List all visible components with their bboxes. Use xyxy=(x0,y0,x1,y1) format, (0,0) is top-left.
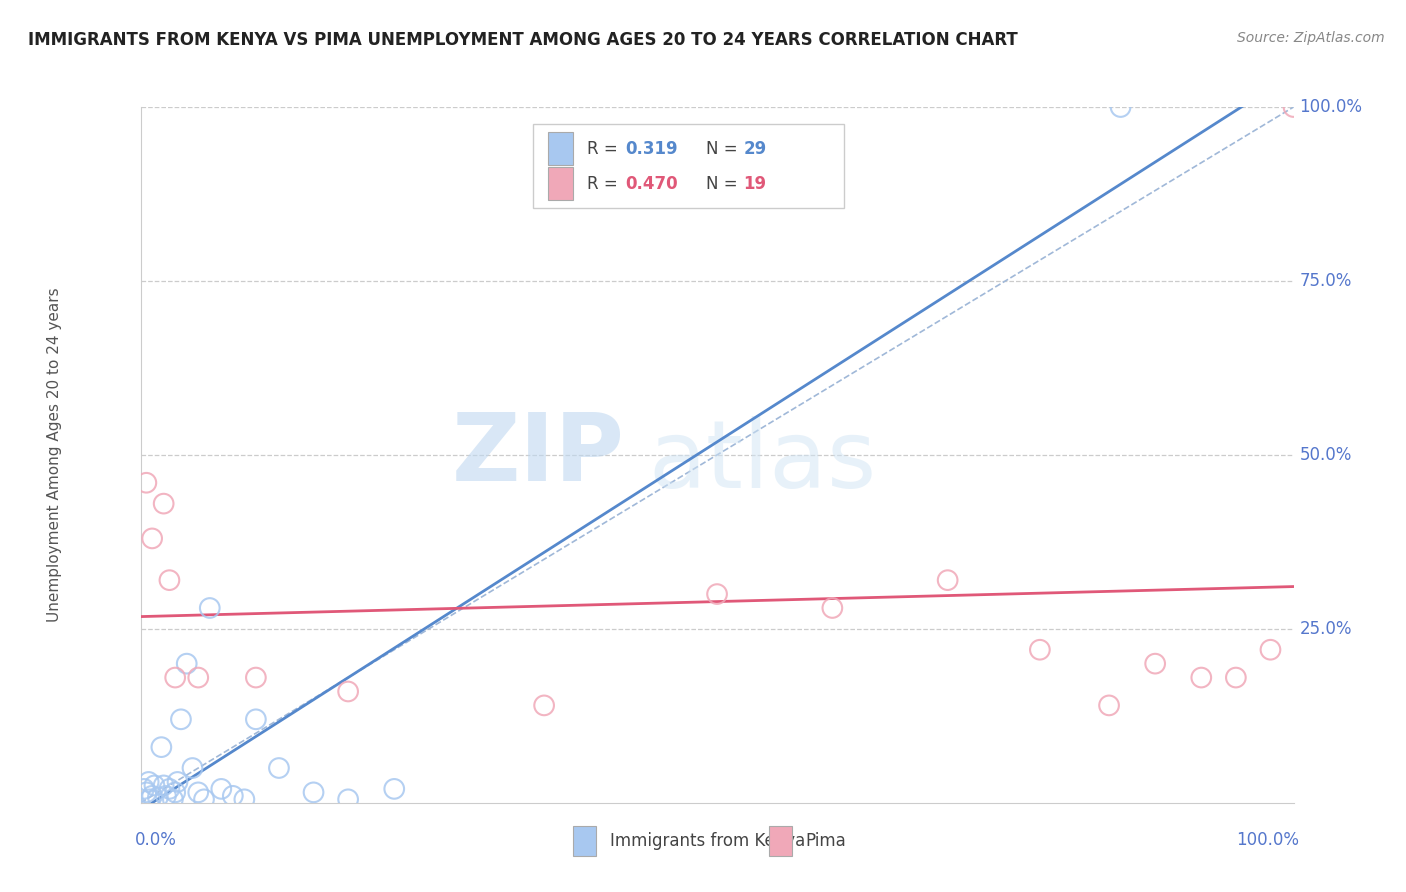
Point xyxy=(209,781,232,796)
Point xyxy=(159,781,180,796)
Point xyxy=(165,671,187,685)
FancyBboxPatch shape xyxy=(533,124,844,208)
Point xyxy=(150,740,173,755)
Point xyxy=(166,775,188,789)
FancyBboxPatch shape xyxy=(769,827,792,855)
Point xyxy=(337,684,360,698)
Point xyxy=(245,712,267,726)
Point xyxy=(193,792,215,806)
Text: R =: R = xyxy=(586,140,623,158)
Text: N =: N = xyxy=(706,140,742,158)
Point xyxy=(1144,657,1167,671)
Point xyxy=(181,761,204,775)
Text: N =: N = xyxy=(706,175,742,193)
Text: Immigrants from Kenya: Immigrants from Kenya xyxy=(610,832,806,850)
Point xyxy=(1109,100,1132,114)
Text: 50.0%: 50.0% xyxy=(1299,446,1351,464)
Point xyxy=(146,790,169,805)
Text: atlas: atlas xyxy=(648,416,876,508)
Point xyxy=(936,573,959,587)
Text: Pima: Pima xyxy=(806,832,846,850)
Point xyxy=(187,671,209,685)
Text: 100.0%: 100.0% xyxy=(1299,98,1362,116)
Text: 29: 29 xyxy=(744,140,766,158)
Point xyxy=(159,573,180,587)
Point xyxy=(141,789,163,803)
FancyBboxPatch shape xyxy=(574,827,596,855)
FancyBboxPatch shape xyxy=(547,167,574,201)
Point xyxy=(138,775,160,789)
Point xyxy=(139,792,162,806)
Point xyxy=(267,761,290,775)
Point xyxy=(706,587,728,601)
Point xyxy=(245,671,267,685)
Point xyxy=(165,785,187,799)
Point xyxy=(1189,671,1212,685)
Point xyxy=(1282,100,1305,114)
Point xyxy=(141,532,163,546)
Point xyxy=(143,778,166,793)
Point xyxy=(1260,642,1282,657)
Point xyxy=(152,497,174,511)
Point xyxy=(135,785,157,799)
Point xyxy=(337,792,360,806)
Text: 75.0%: 75.0% xyxy=(1299,272,1351,290)
Point xyxy=(1029,642,1052,657)
Point xyxy=(162,792,184,806)
Text: R =: R = xyxy=(586,175,623,193)
Point xyxy=(302,785,325,799)
Point xyxy=(198,601,221,615)
Point xyxy=(135,475,157,490)
Point xyxy=(176,657,198,671)
Point xyxy=(821,601,844,615)
Point xyxy=(1098,698,1121,713)
Point xyxy=(170,712,193,726)
Text: Source: ZipAtlas.com: Source: ZipAtlas.com xyxy=(1237,31,1385,45)
Text: 0.470: 0.470 xyxy=(624,175,678,193)
Text: 25.0%: 25.0% xyxy=(1299,620,1351,638)
Point xyxy=(222,789,245,803)
Text: 100.0%: 100.0% xyxy=(1236,830,1299,848)
Text: 19: 19 xyxy=(744,175,766,193)
Point xyxy=(155,789,177,803)
Point xyxy=(187,785,209,799)
Text: 0.319: 0.319 xyxy=(624,140,678,158)
Text: Unemployment Among Ages 20 to 24 years: Unemployment Among Ages 20 to 24 years xyxy=(46,287,62,623)
Point xyxy=(533,698,555,713)
Point xyxy=(132,781,155,796)
Point xyxy=(152,778,174,793)
Point xyxy=(233,792,256,806)
Text: ZIP: ZIP xyxy=(451,409,624,501)
FancyBboxPatch shape xyxy=(547,132,574,166)
Text: IMMIGRANTS FROM KENYA VS PIMA UNEMPLOYMENT AMONG AGES 20 TO 24 YEARS CORRELATION: IMMIGRANTS FROM KENYA VS PIMA UNEMPLOYME… xyxy=(28,31,1018,49)
Text: 0.0%: 0.0% xyxy=(135,830,177,848)
Point xyxy=(1225,671,1247,685)
Point xyxy=(382,781,405,796)
